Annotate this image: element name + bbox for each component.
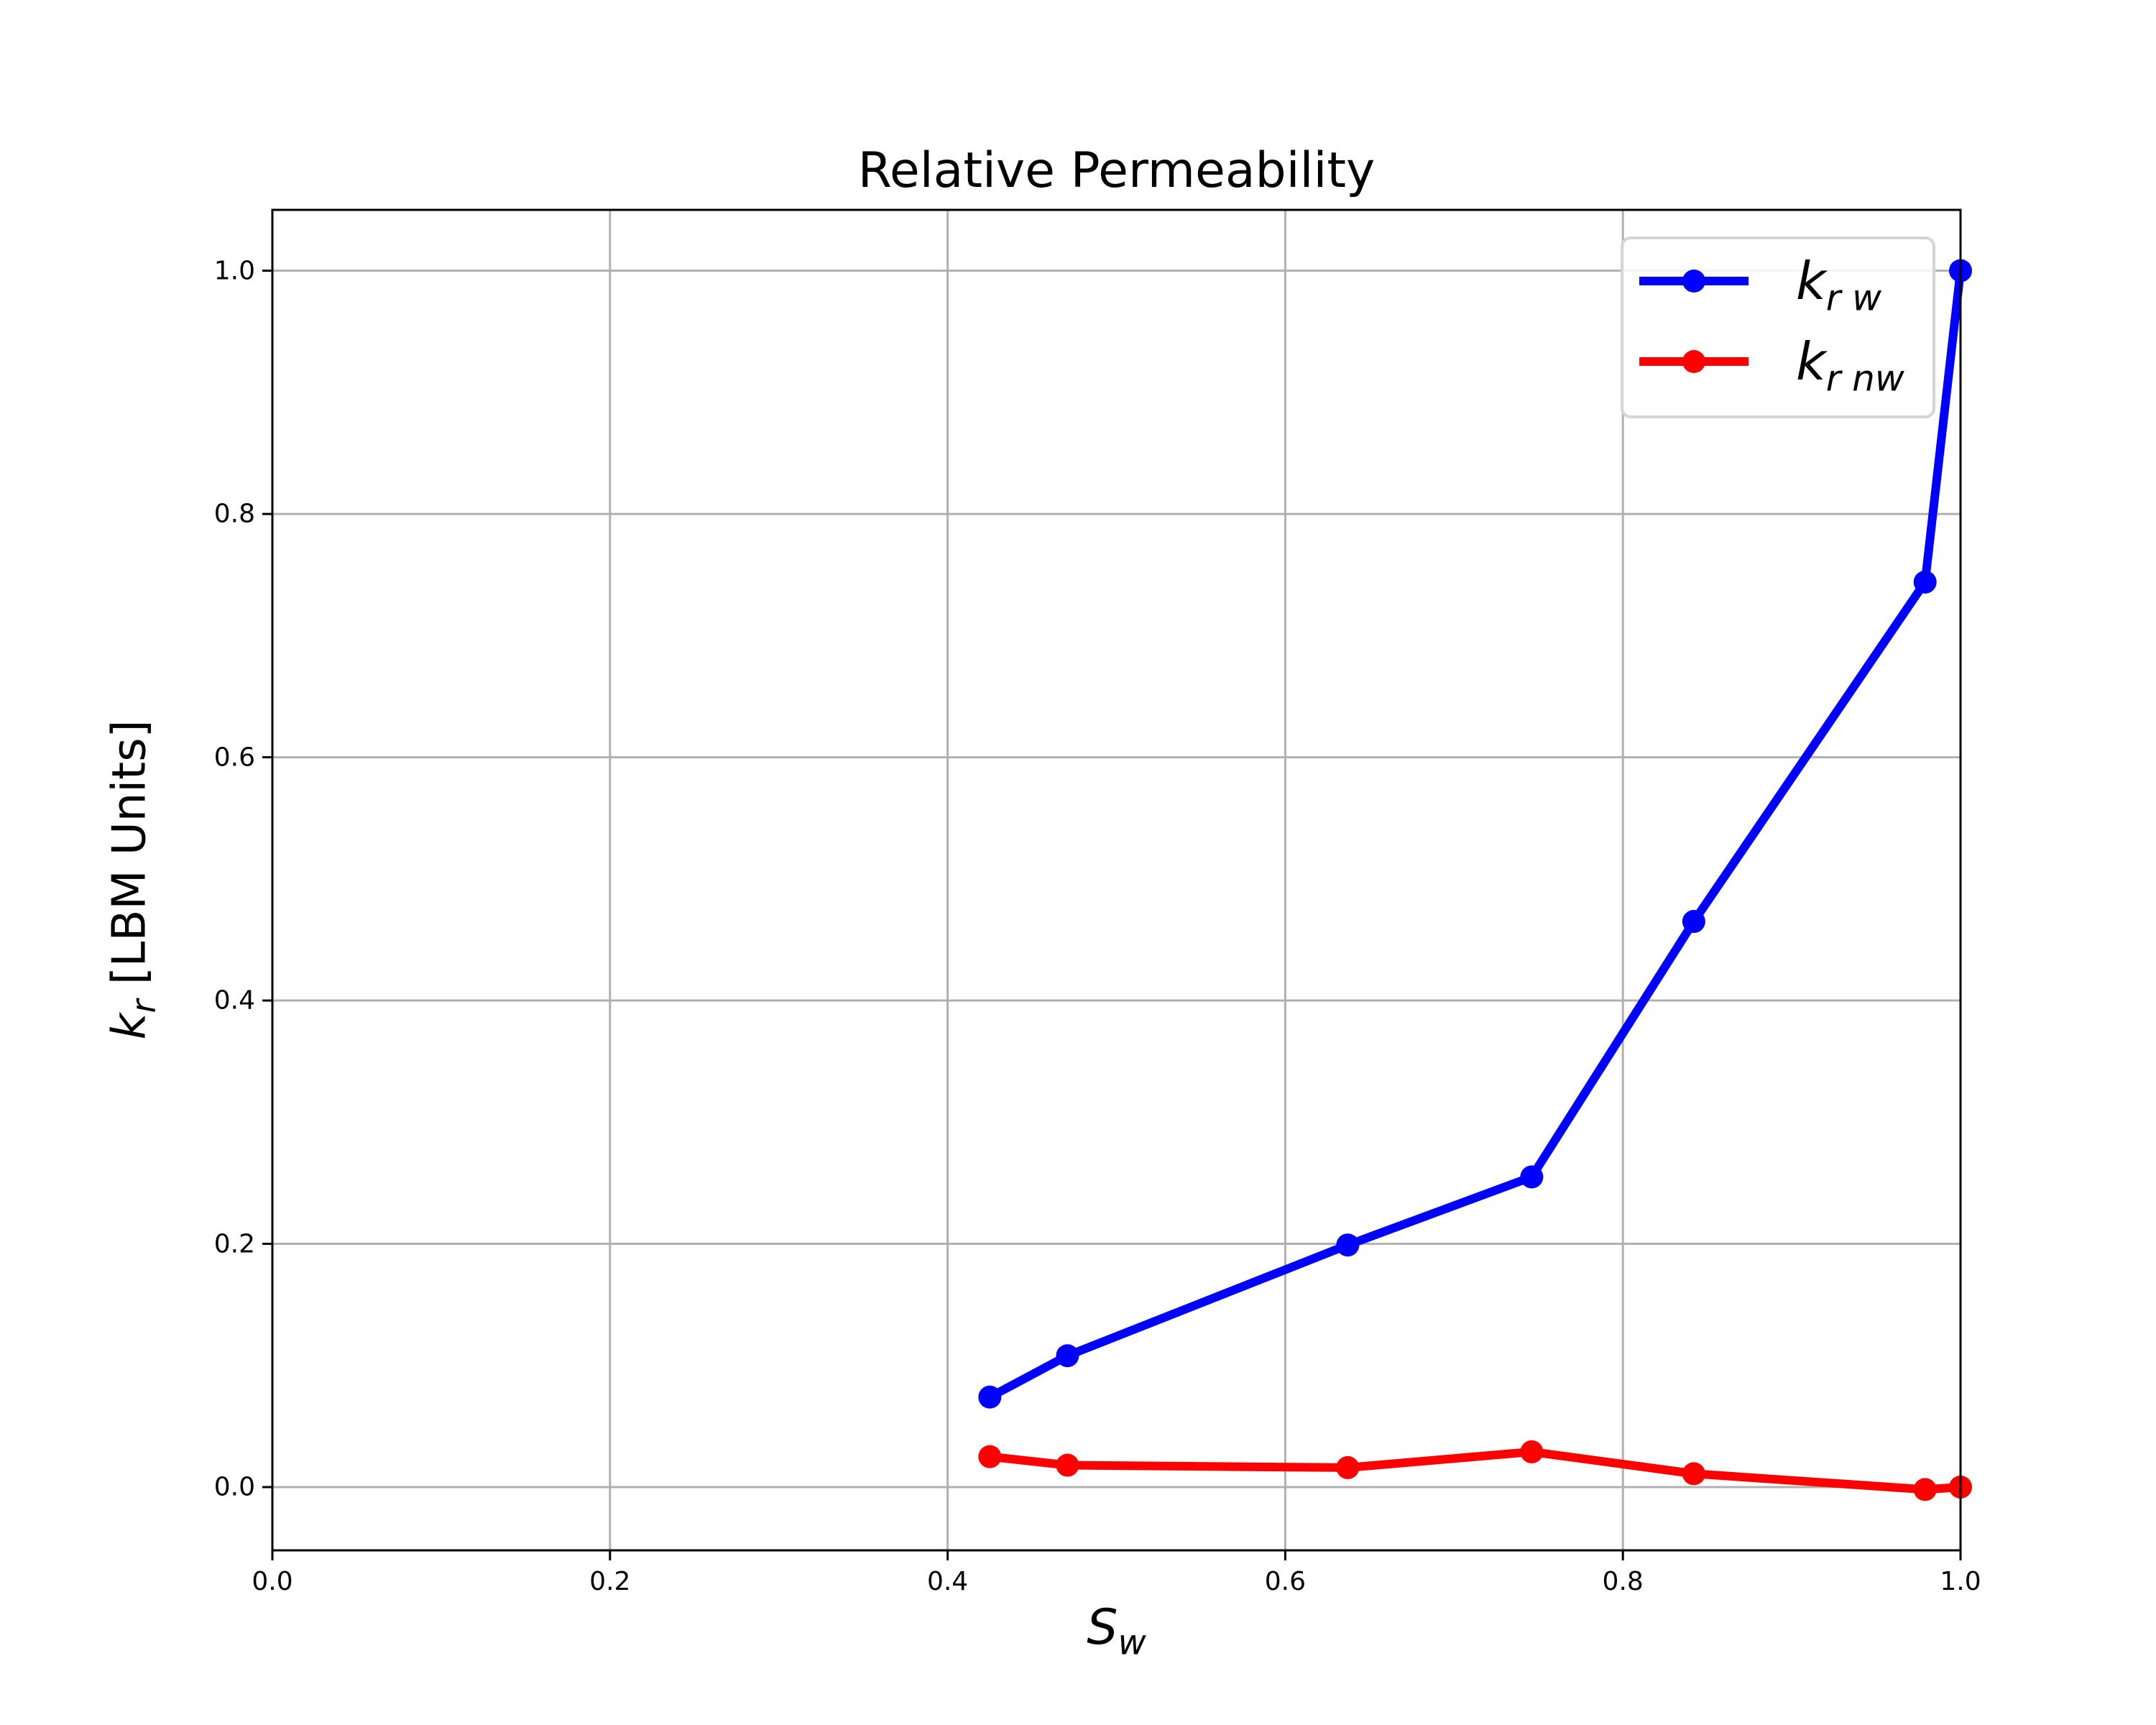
x-tick-label: 0.0 <box>252 1567 293 1596</box>
y-tick-label: 1.0 <box>213 256 255 286</box>
y-tick-label: 0.2 <box>213 1229 255 1259</box>
data-point-marker <box>1336 1455 1360 1479</box>
axes-frame <box>271 208 1962 1552</box>
data-point-marker <box>978 1445 1002 1468</box>
data-point-marker <box>1913 570 1937 594</box>
x-tick-label: 0.4 <box>926 1567 969 1596</box>
legend: kr w kr nw <box>1621 236 1935 418</box>
legend-marker-red <box>1682 350 1705 373</box>
chart-title: Relative Permeability <box>857 142 1376 199</box>
legend-label-sub: r w <box>1825 277 1882 319</box>
data-point-marker <box>1682 1462 1705 1486</box>
data-point-marker <box>1336 1233 1360 1257</box>
x-tick-label: 0.6 <box>1264 1567 1307 1596</box>
data-point-marker <box>1913 1478 1937 1501</box>
y-axis-label: kr [LBM Units] <box>103 719 163 1039</box>
data-point-marker <box>1682 910 1705 934</box>
y-axis-label-sub: r <box>124 999 163 1013</box>
y-axis-label-k: k <box>103 1013 157 1040</box>
data-point-marker <box>1056 1344 1079 1368</box>
series-line-0 <box>987 270 1965 1402</box>
legend-marker-blue <box>1682 270 1705 293</box>
x-tick-label: 0.8 <box>1602 1567 1644 1596</box>
data-point-marker <box>1520 1440 1544 1463</box>
legend-label-krw: kr w <box>1796 252 1881 326</box>
legend-label-main: k <box>1796 331 1826 392</box>
y-tick-label: 0.4 <box>213 985 255 1016</box>
tick-marks <box>262 270 1962 1560</box>
series-line-1 <box>989 1447 1961 1494</box>
legend-item-krnw: kr nw <box>1623 333 1932 399</box>
y-axis-label-units: [LBM Units] <box>103 719 157 1000</box>
data-point-marker <box>1056 1453 1079 1477</box>
legend-label-sub: r nw <box>1825 357 1904 400</box>
y-tick-label: 0.0 <box>213 1472 255 1502</box>
x-tick-label: 1.0 <box>1940 1567 1981 1596</box>
data-point-marker <box>978 1385 1002 1409</box>
x-axis-label-sub: w <box>1118 1622 1146 1663</box>
data-point-marker <box>1520 1165 1544 1189</box>
x-tick-label: 0.2 <box>589 1567 631 1596</box>
y-tick-label: 0.6 <box>213 742 255 773</box>
x-axis-label: Sw <box>272 1599 1961 1663</box>
legend-label-main: k <box>1796 251 1826 311</box>
x-axis-label-main: S <box>1087 1599 1118 1656</box>
legend-label-krnw: kr nw <box>1796 333 1904 407</box>
y-tick-label: 0.8 <box>213 499 255 529</box>
data-series <box>978 259 1972 1501</box>
legend-item-krw: kr w <box>1623 252 1932 318</box>
